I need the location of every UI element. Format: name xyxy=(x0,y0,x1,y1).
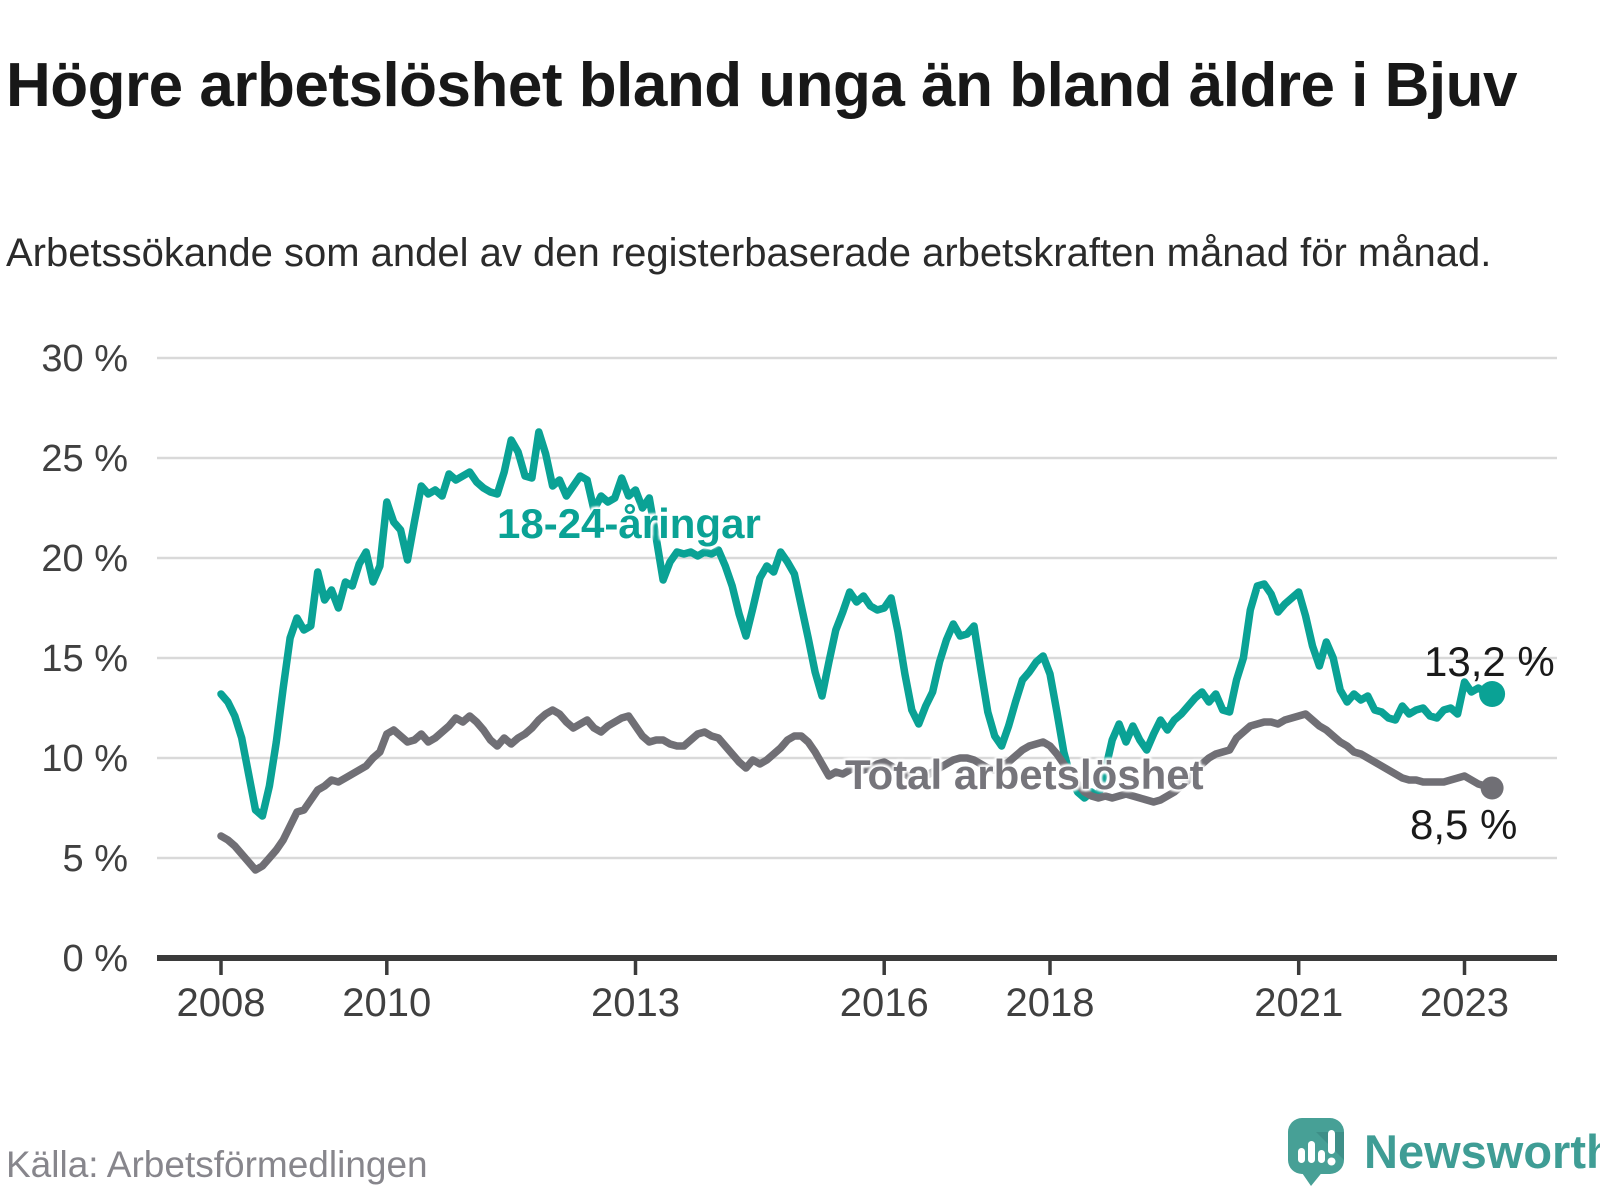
svg-text:30 %: 30 % xyxy=(41,338,128,380)
x-axis xyxy=(157,955,1557,975)
svg-text:2016: 2016 xyxy=(840,981,929,1025)
end-value-label-young: 13,2 % xyxy=(1424,638,1555,685)
source-caption: Källa: Arbetsförmedlingen xyxy=(6,1144,428,1185)
svg-text:2021: 2021 xyxy=(1254,981,1343,1025)
svg-text:2013: 2013 xyxy=(591,981,680,1025)
svg-text:15 %: 15 % xyxy=(41,638,128,680)
series-label-total: Total arbetslöshet xyxy=(845,751,1204,798)
axis-tick-labels: 0 % 5 % 10 % 15 % 20 % 25 % 30 % 2008 2010 2013 20… xyxy=(41,338,1509,1025)
svg-text:5 %: 5 % xyxy=(63,838,128,880)
brand-wordmark: Newsworthy xyxy=(1364,1125,1600,1178)
svg-text:2023: 2023 xyxy=(1420,981,1509,1025)
svg-text:2008: 2008 xyxy=(177,981,266,1025)
series-label-young: 18-24-åringar xyxy=(497,500,761,547)
end-value-label-total: 8,5 % xyxy=(1410,801,1518,848)
page-title: Högre arbetslöshet bland unga än bland ä… xyxy=(6,50,1517,120)
svg-text:0 %: 0 % xyxy=(63,938,128,980)
svg-text:10 %: 10 % xyxy=(41,738,128,780)
newsworthy-logo-icon xyxy=(1288,1118,1344,1186)
svg-text:20 %: 20 % xyxy=(41,538,128,580)
brand-logo-lockup: Newsworthy xyxy=(1286,1118,1600,1190)
data-series-lines xyxy=(217,428,1506,874)
svg-text:25 %: 25 % xyxy=(41,438,128,480)
svg-text:2010: 2010 xyxy=(342,981,431,1025)
chart-subtitle: Arbetssökande som andel av den registerb… xyxy=(6,231,1492,275)
svg-text:2018: 2018 xyxy=(1006,981,1095,1025)
